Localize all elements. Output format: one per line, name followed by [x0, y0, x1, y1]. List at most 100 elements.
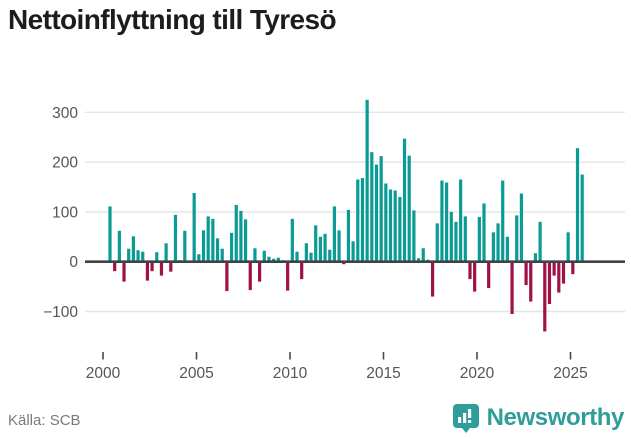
quarter-bar — [234, 204, 238, 262]
y-axis-label: 200 — [52, 155, 78, 172]
quarter-bar — [468, 261, 472, 280]
quarter-bar — [206, 216, 210, 262]
quarter-bar — [491, 232, 495, 262]
quarter-bar — [459, 179, 463, 262]
quarter-bar — [108, 206, 112, 262]
quarter-bar — [290, 218, 294, 262]
quarter-bar — [524, 261, 528, 286]
quarter-bar — [510, 261, 514, 314]
quarter-bar — [239, 210, 243, 262]
quarter-bar — [435, 223, 439, 262]
quarter-bar — [229, 232, 234, 262]
quarter-bar — [356, 179, 360, 262]
quarter-bar — [272, 258, 276, 262]
quarter-bar — [365, 99, 369, 262]
quarter-bar — [529, 261, 533, 302]
quarter-bar — [122, 261, 126, 282]
quarter-bar — [113, 261, 117, 272]
source-label: Källa: SCB — [8, 412, 81, 429]
quarter-bar — [131, 236, 135, 262]
quarter-bar — [412, 210, 416, 262]
quarter-bar — [407, 155, 411, 262]
quarter-bar — [169, 261, 173, 272]
quarter-bar — [183, 230, 187, 262]
quarter-bar — [440, 180, 444, 262]
gridlines — [85, 111, 625, 313]
quarter-bar — [262, 250, 266, 262]
quarter-bar — [127, 248, 131, 262]
quarter-bar — [538, 221, 542, 262]
x-axis-label: 2020 — [460, 365, 495, 382]
quarter-bar — [318, 236, 322, 262]
y-axis-label: −100 — [43, 304, 78, 321]
footer: Källa: SCB Newsworthy — [0, 393, 631, 439]
quarter-bar — [267, 256, 271, 262]
quarter-bar — [337, 230, 341, 262]
quarter-bar — [211, 218, 215, 262]
quarter-bar — [379, 156, 383, 262]
quarter-bar — [159, 261, 164, 276]
newsworthy-wordmark: Newsworthy — [486, 404, 625, 431]
newsworthy-badge-icon — [452, 404, 479, 433]
quarter-bar — [145, 261, 150, 281]
quarter-bar — [351, 241, 355, 262]
quarter-bar — [136, 250, 140, 262]
quarter-bar — [454, 221, 458, 262]
quarter-bar — [323, 233, 327, 262]
quarter-bar — [197, 254, 201, 262]
quarter-bar — [374, 164, 379, 262]
quarter-bar — [346, 209, 351, 262]
quarter-bar — [332, 206, 337, 262]
quarter-bar — [192, 192, 196, 262]
quarter-bar — [416, 258, 421, 262]
quarter-bar — [248, 261, 252, 291]
quarter-bar — [580, 174, 584, 262]
y-axis-label: 100 — [52, 204, 78, 221]
x-axis-label: 2010 — [273, 365, 308, 382]
quarter-bar — [449, 211, 453, 262]
quarter-bar — [575, 148, 580, 262]
quarter-bar — [463, 216, 467, 262]
quarter-bar — [150, 261, 154, 272]
x-axis-label: 2025 — [553, 365, 587, 382]
quarter-bar — [519, 193, 524, 262]
x-axis-label: 2005 — [179, 365, 213, 382]
quarter-bar — [402, 138, 407, 262]
quarter-bar — [225, 261, 229, 292]
x-axis-label: 2015 — [366, 365, 400, 382]
quarter-bar — [243, 219, 248, 262]
quarter-bar — [501, 180, 505, 262]
newsworthy-logo[interactable]: Newsworthy — [452, 403, 624, 433]
quarter-bar — [300, 261, 304, 280]
quarter-bar — [482, 203, 486, 262]
quarter-bar — [547, 261, 552, 305]
quarter-bar — [496, 223, 500, 262]
quarter-bar — [543, 261, 547, 332]
quarter-bar — [276, 257, 280, 262]
quarter-bar — [314, 225, 318, 262]
quarter-bar — [370, 152, 374, 262]
chart-title: Nettoinflyttning till Tyresö — [8, 4, 337, 35]
y-axis-label: 0 — [69, 254, 78, 271]
quarter-bar — [164, 243, 168, 262]
quarter-bar — [473, 261, 477, 292]
quarter-bar — [505, 236, 509, 262]
bars — [108, 99, 584, 332]
quarter-bar — [253, 248, 257, 262]
quarter-bar — [309, 252, 313, 262]
quarter-bar — [515, 215, 519, 262]
quarter-bar — [295, 251, 299, 262]
quarter-bar — [477, 216, 481, 262]
quarter-bar — [430, 261, 435, 297]
quarter-bar — [258, 261, 262, 282]
quarter-bar — [328, 249, 332, 262]
quarter-bar — [421, 248, 425, 262]
quarter-bar — [487, 261, 491, 289]
quarter-bar — [220, 248, 224, 262]
quarter-bar — [360, 178, 365, 262]
y-axis-label: 300 — [52, 105, 78, 122]
quarter-bar — [286, 261, 290, 291]
quarter-bar — [215, 238, 220, 262]
